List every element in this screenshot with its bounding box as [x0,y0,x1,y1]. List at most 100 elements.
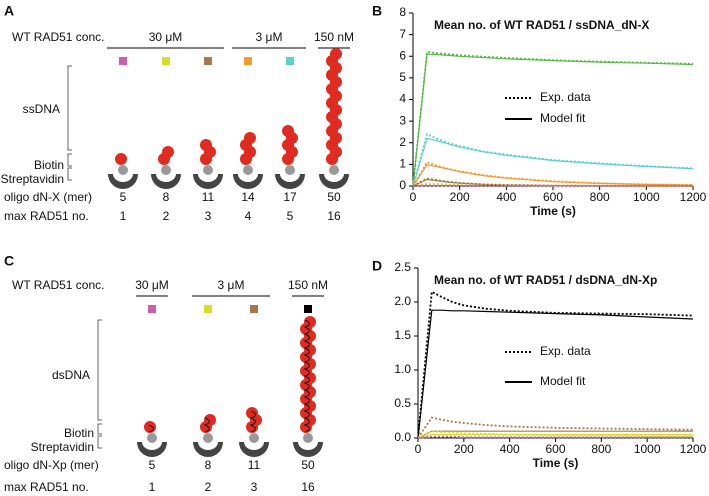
streptavidin [137,442,167,457]
max-value: 3 [205,209,212,223]
dna-label: dsDNA [52,368,90,382]
biotin-bracket [97,423,102,435]
rad51-stack [300,316,316,433]
series-line [412,182,693,187]
biotin [249,433,259,443]
color-square [250,305,258,313]
rad51 [204,414,216,426]
x-tick-label: 1000 [633,190,660,204]
color-square [204,57,212,65]
max-value: 4 [245,209,252,223]
row-label: oligo dN-X (mer) [4,190,92,204]
rad51-stack [246,407,262,433]
oligo-value: 8 [163,190,170,204]
oligo-value: 11 [248,458,261,472]
biotin [147,433,157,443]
panel-label: C [4,253,14,269]
conc-value: 150 nM [288,278,328,292]
series-line [417,416,694,439]
y-tick-label: 8 [399,5,406,19]
y-tick-label: 2.0 [394,294,411,308]
x-tick-label: 800 [590,190,610,204]
y-tick-label: 4 [399,92,406,106]
conc-value: 30 μM [135,278,169,292]
max-value: 2 [205,480,212,494]
rad51 [330,48,342,60]
series-line [412,53,694,187]
biotin-label: Biotin [64,426,94,440]
y-tick-label: 1.0 [394,362,411,376]
panel-a-layout [67,65,102,449]
dna-strand [203,417,210,433]
row-label: max RAD51 no. [4,480,89,494]
dna-strand [303,319,310,433]
oligo-value: 5 [149,458,156,472]
dna-bracket [67,65,72,151]
row-label: oligo dN-Xp (mer) [4,458,99,472]
streptavidin [233,174,263,189]
y-tick-label: 1 [399,157,406,171]
series-line [412,50,694,187]
rad51-stack [115,153,127,165]
rad51-stack [200,414,216,433]
streptavidin [108,174,138,189]
legend-label: Model fit [540,374,586,388]
streptavidin-bracket [67,167,72,181]
x-tick-label: 400 [500,442,520,456]
x-tick-label: 0 [415,442,422,456]
series-line [417,434,693,439]
chart-title: Mean no. of WT RAD51 / ssDNA_dN-X [434,18,649,32]
legend-label: Model fit [540,111,586,125]
max-value: 16 [327,209,341,223]
max-value: 3 [251,480,258,494]
biotin [285,165,295,175]
color-square [162,57,170,65]
y-tick-label: 6 [399,48,406,62]
color-square [244,57,252,65]
series-line [412,137,694,187]
color-square [148,305,156,313]
x-tick-label: 1000 [634,442,661,456]
y-tick-label: 2 [399,135,406,149]
color-square [204,305,212,313]
max-value: 5 [287,209,294,223]
y-tick-label: 0.5 [394,396,411,410]
streptavidin-label: Streptavidin [1,172,64,186]
chart-title: Mean no. of WT RAD51 / dsDNA_dN-Xp [434,273,657,287]
biotin [161,165,171,175]
x-tick-label: 600 [545,442,565,456]
panel-label: B [372,3,382,19]
max-value: 16 [301,480,315,494]
biotin [118,165,128,175]
row-label: max RAD51 no. [4,209,89,223]
oligo-value: 8 [205,458,212,472]
oligo-value: 11 [202,190,215,204]
rad51 [162,146,174,158]
conc-value: 3 μM [218,278,245,292]
panel-label: D [372,258,382,274]
oligo-value: 50 [327,190,341,204]
rad51-stack [282,125,298,165]
streptavidin [151,174,181,189]
dna-label: ssDNA [23,102,60,116]
x-tick-label: 200 [454,442,474,456]
streptavidin [275,174,305,189]
rad51 [115,153,127,165]
y-tick-label: 7 [399,27,406,41]
biotin-label: Biotin [34,158,64,172]
streptavidin [319,174,349,189]
dna-strand [148,424,154,433]
y-tick-label: 3 [399,113,406,127]
biotin [203,165,213,175]
biotin [329,165,339,175]
series-line [417,309,694,439]
dna-bracket [97,319,102,421]
rad51 [282,125,294,137]
series-line [417,435,693,439]
x-tick-label: 0 [410,190,417,204]
oligo-value: 5 [120,190,127,204]
rad51-stack [240,132,256,165]
y-tick-label: 5 [399,70,406,84]
rad51-stack [326,48,342,165]
